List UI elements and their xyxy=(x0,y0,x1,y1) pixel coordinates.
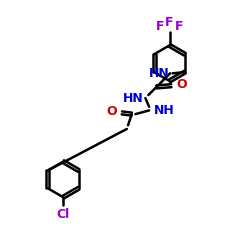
Text: O: O xyxy=(107,105,118,118)
Text: F: F xyxy=(175,20,183,33)
Text: F: F xyxy=(156,20,164,33)
Text: NH: NH xyxy=(154,104,174,117)
Text: HN: HN xyxy=(123,92,144,104)
Text: HN: HN xyxy=(149,67,170,80)
Text: O: O xyxy=(176,78,187,91)
Text: Cl: Cl xyxy=(56,208,70,220)
Text: F: F xyxy=(165,16,174,30)
